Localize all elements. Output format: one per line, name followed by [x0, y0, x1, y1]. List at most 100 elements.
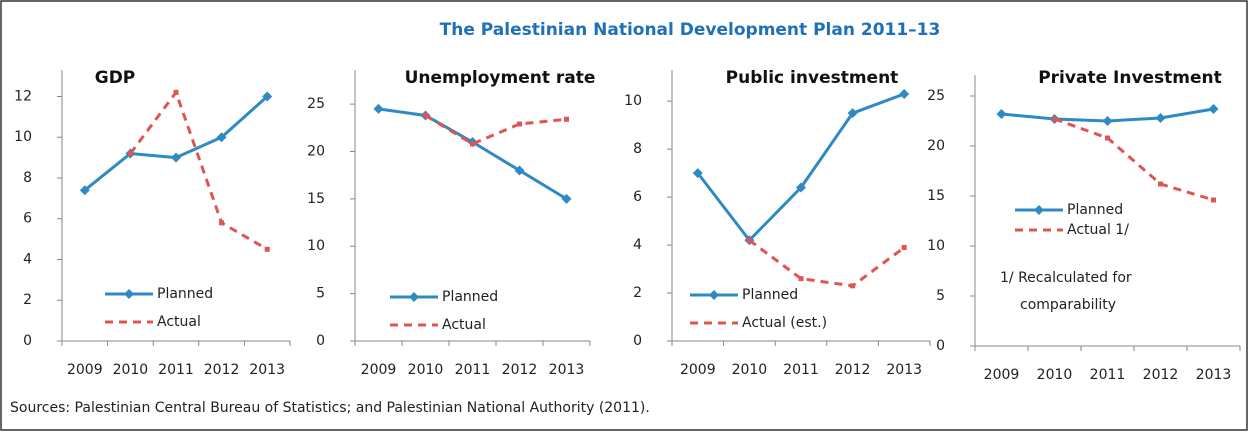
marker — [514, 165, 525, 176]
legend-marker — [709, 290, 719, 300]
marker — [564, 116, 569, 122]
y-tick-label: 4 — [23, 251, 32, 267]
marker — [517, 121, 522, 127]
marker — [996, 109, 1007, 119]
x-tick-label: 2012 — [1143, 367, 1179, 383]
series-line — [129, 89, 268, 251]
panel-title: GDP — [95, 68, 136, 88]
y-tick-label: 5 — [316, 286, 325, 302]
x-tick-label: 2010 — [732, 362, 768, 378]
y-tick-label: 6 — [633, 189, 642, 205]
x-tick-label: 2013 — [249, 362, 285, 378]
y-tick-label: 4 — [633, 237, 642, 253]
marker — [264, 246, 270, 252]
y-tick-label: 10 — [307, 238, 325, 254]
marker — [1158, 181, 1163, 187]
y-tick-label: 0 — [316, 333, 325, 349]
marker — [1105, 135, 1110, 141]
marker — [470, 141, 475, 147]
legend-marker — [124, 289, 134, 299]
x-tick-label: 2009 — [984, 367, 1020, 383]
marker — [219, 220, 225, 226]
marker — [1102, 116, 1113, 126]
x-tick-label: 2009 — [361, 362, 397, 378]
figure-title: The Palestinian National Development Pla… — [440, 20, 941, 40]
marker — [216, 132, 227, 143]
y-tick-label: 20 — [927, 138, 945, 154]
annotation: comparability — [1020, 297, 1116, 313]
legend-marker — [1034, 205, 1044, 215]
x-tick-label: 2009 — [67, 362, 103, 378]
legend-label: Actual (est.) — [742, 315, 827, 331]
marker — [127, 151, 133, 157]
x-tick-label: 2010 — [113, 362, 149, 378]
legend-label: Actual — [442, 317, 486, 333]
y-tick-label: 12 — [14, 88, 32, 104]
panel-title: Private Investment — [1038, 68, 1222, 88]
y-tick-label: 5 — [936, 288, 945, 304]
marker — [561, 193, 572, 204]
legend-label: Planned — [157, 286, 213, 302]
x-tick-label: 2013 — [1196, 367, 1232, 383]
y-tick-label: 10 — [624, 93, 642, 109]
y-tick-label: 0 — [633, 333, 642, 349]
marker — [850, 283, 856, 289]
marker — [798, 276, 804, 282]
y-tick-label: 2 — [633, 285, 642, 301]
y-tick-label: 8 — [23, 170, 32, 186]
marker — [746, 237, 752, 243]
legend-label: Actual 1/ — [1067, 222, 1129, 238]
x-tick-label: 2009 — [680, 362, 716, 378]
y-tick-label: 20 — [307, 143, 325, 159]
marker — [1208, 104, 1219, 114]
marker — [1155, 113, 1166, 123]
y-tick-label: 25 — [927, 88, 945, 104]
x-tick-label: 2011 — [783, 362, 819, 378]
y-tick-label: 6 — [23, 211, 32, 227]
marker — [373, 103, 384, 114]
marker — [79, 185, 90, 196]
marker — [899, 88, 910, 99]
marker — [901, 244, 907, 250]
marker — [173, 89, 179, 95]
y-tick-label: 0 — [23, 333, 32, 349]
x-tick-label: 2011 — [158, 362, 194, 378]
marker — [796, 182, 806, 193]
y-tick-label: 0 — [936, 338, 945, 354]
legend-label: Actual — [157, 314, 201, 330]
series-line — [748, 239, 906, 288]
series-line — [424, 114, 567, 146]
x-tick-label: 2013 — [549, 362, 585, 378]
y-tick-label: 15 — [307, 191, 325, 207]
x-tick-label: 2011 — [455, 362, 491, 378]
marker — [692, 168, 703, 179]
x-tick-label: 2012 — [502, 362, 538, 378]
panel-title: Public investment — [726, 68, 899, 88]
marker — [1052, 116, 1057, 122]
y-tick-label: 10 — [927, 238, 945, 254]
series-line — [1053, 117, 1214, 202]
x-tick-label: 2013 — [886, 362, 922, 378]
annotation: 1/ Recalculated for — [1000, 270, 1132, 286]
source-note: Sources: Palestinian Central Bureau of S… — [10, 400, 650, 416]
marker — [171, 152, 181, 163]
panel-title: Unemployment rate — [405, 68, 596, 88]
marker — [847, 108, 858, 119]
legend-label: Planned — [1067, 202, 1123, 218]
y-tick-label: 8 — [633, 141, 642, 157]
x-tick-label: 2010 — [408, 362, 444, 378]
marker — [423, 112, 428, 118]
y-tick-label: 2 — [23, 292, 32, 308]
y-tick-label: 10 — [14, 129, 32, 145]
x-tick-label: 2012 — [835, 362, 871, 378]
x-tick-label: 2012 — [204, 362, 240, 378]
legend-label: Planned — [742, 287, 798, 303]
legend-marker — [409, 292, 419, 302]
marker — [1211, 197, 1216, 203]
x-tick-label: 2011 — [1090, 367, 1126, 383]
y-tick-label: 15 — [927, 188, 945, 204]
x-tick-label: 2010 — [1037, 367, 1073, 383]
y-tick-label: 25 — [307, 96, 325, 112]
